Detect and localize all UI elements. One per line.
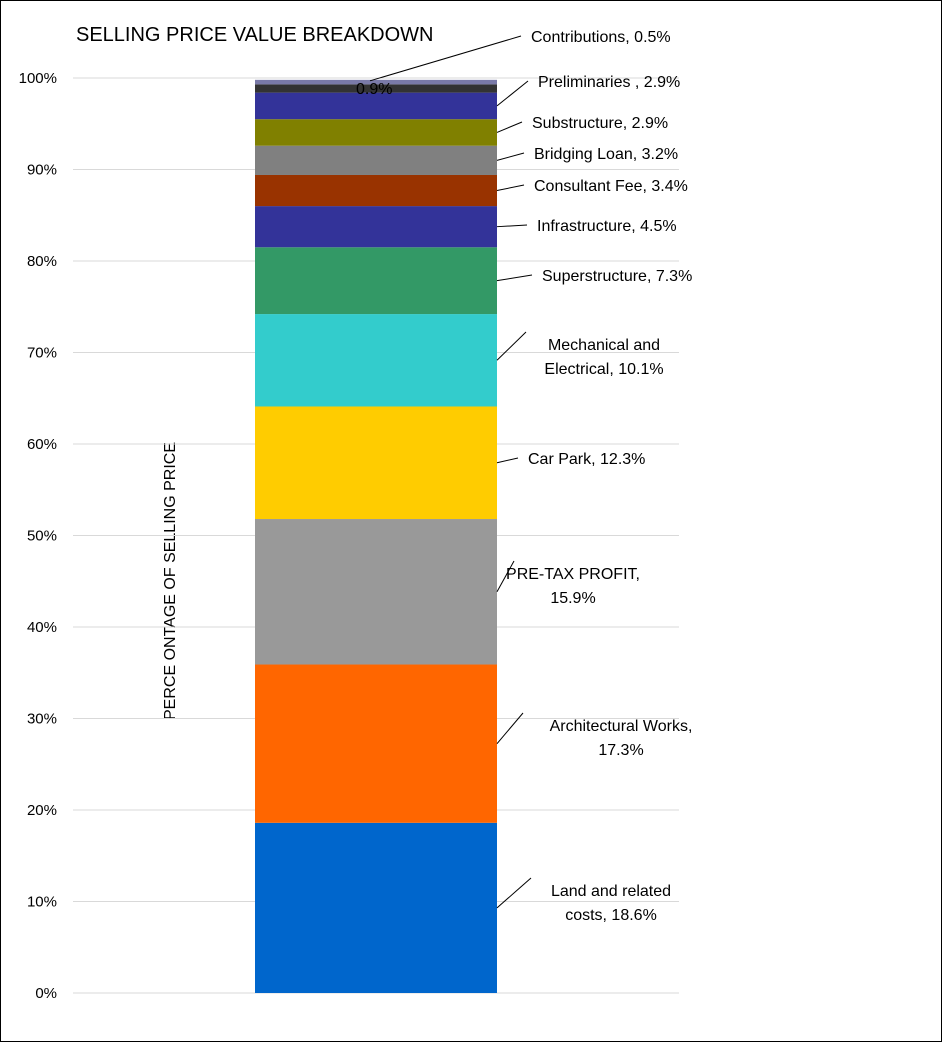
data-label: 15.9%	[550, 590, 595, 607]
bar-segment	[255, 247, 497, 315]
bar-segment	[255, 145, 497, 175]
data-label: Electrical, 10.1%	[544, 361, 663, 378]
y-tick-label: 90%	[27, 162, 57, 179]
y-tick-label: 30%	[27, 711, 57, 728]
bar-segment	[255, 119, 497, 146]
bar-segment	[255, 206, 497, 248]
y-axis-label: PERCE ONTAGE OF SELLING PRICE	[162, 442, 179, 720]
data-label: Architectural Works,	[550, 718, 693, 735]
data-label: Mechanical and	[548, 337, 660, 354]
data-label: 17.3%	[598, 742, 643, 759]
data-label: Superstructure, 7.3%	[542, 268, 692, 285]
leader-line	[369, 35, 522, 82]
data-label: Substructure, 2.9%	[532, 115, 668, 132]
data-label: 0.9%	[356, 81, 392, 98]
y-tick-label: 20%	[27, 802, 57, 819]
leader-line	[496, 331, 527, 361]
y-tick-label: 100%	[19, 70, 57, 87]
leader-line	[496, 121, 523, 133]
bar-segment	[255, 664, 497, 823]
data-label: Preliminaries , 2.9%	[538, 74, 680, 91]
leader-line	[496, 877, 532, 909]
y-tick-label: 50%	[27, 528, 57, 545]
bar-segment	[255, 314, 497, 407]
y-tick-label: 80%	[27, 253, 57, 270]
bar-segment	[255, 174, 497, 207]
data-label: Consultant Fee, 3.4%	[534, 178, 688, 195]
data-label: Bridging Loan, 3.2%	[534, 146, 678, 163]
y-tick-label: 10%	[27, 894, 57, 911]
leader-line	[496, 80, 529, 107]
y-tick-label: 0%	[35, 985, 57, 1002]
data-label: costs, 18.6%	[565, 907, 657, 924]
bar-segment	[255, 92, 497, 120]
y-tick-label: 40%	[27, 619, 57, 636]
chart-title: SELLING PRICE VALUE BREAKDOWN	[76, 24, 434, 46]
data-label: PRE-TAX PROFIT,	[506, 566, 640, 583]
data-label: Contributions, 0.5%	[531, 29, 671, 46]
data-label: Infrastructure, 4.5%	[537, 218, 677, 235]
data-label: Car Park, 12.3%	[528, 451, 645, 468]
bar-segment	[255, 519, 497, 665]
leader-line	[496, 457, 519, 464]
y-tick-label: 70%	[27, 345, 57, 362]
y-tick-label: 60%	[27, 436, 57, 453]
bar-segment	[255, 822, 497, 993]
data-label: Land and related	[551, 883, 671, 900]
bar-segment	[255, 84, 497, 93]
bar-segment	[255, 406, 497, 520]
leader-line	[496, 274, 533, 282]
leader-line	[496, 224, 528, 228]
bar-segment	[255, 79, 497, 85]
leader-line	[496, 184, 525, 192]
leader-line	[496, 560, 515, 593]
leader-line	[496, 152, 525, 161]
leader-line	[496, 712, 524, 744]
